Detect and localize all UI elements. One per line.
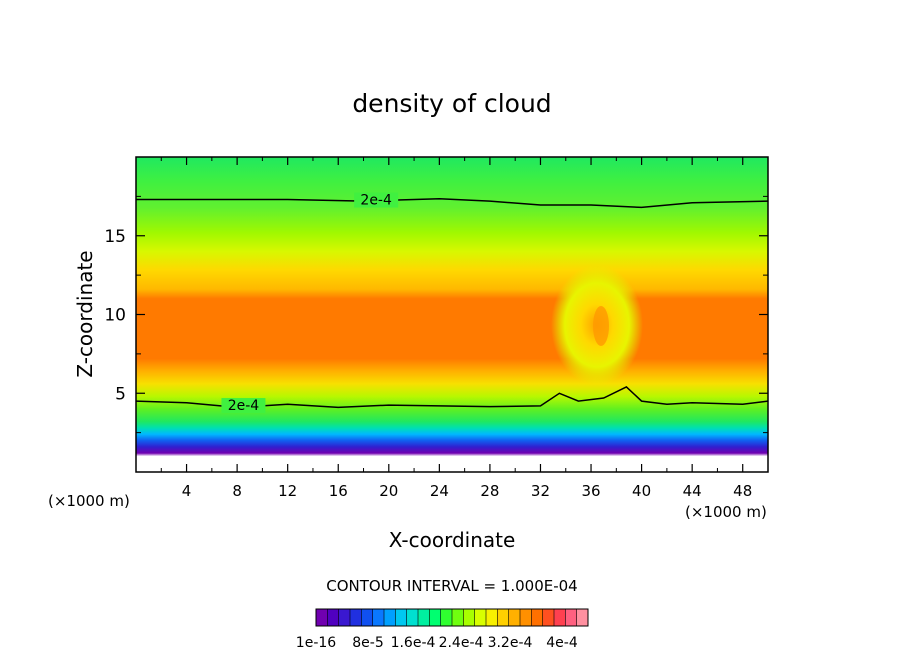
colorbar-swatch <box>406 609 419 626</box>
contour-line <box>136 197 768 209</box>
colorbar-swatch <box>429 609 441 626</box>
contour-label-backdrop <box>354 192 399 208</box>
colorbar-swatch <box>327 609 339 626</box>
y-tick-label: 10 <box>104 306 126 326</box>
plot-area: 2e-4 2e-4 <box>136 157 768 472</box>
colorbar-swatch <box>361 609 373 626</box>
x-axis-unit-left: (×1000 m) <box>48 492 130 510</box>
colorbar-swatch <box>520 609 532 626</box>
colorbar-swatch <box>486 609 498 626</box>
x-axis-unit-right: (×1000 m) <box>685 503 767 521</box>
x-tick-label: 28 <box>480 482 499 500</box>
x-tick-label: 48 <box>733 482 752 500</box>
colorbar-swatch <box>440 609 453 626</box>
y-tick-label: 5 <box>115 384 126 404</box>
colorbar-swatch <box>316 609 328 626</box>
colorbar-label: 1e-16 <box>296 635 336 651</box>
colorbar-label: 4e-4 <box>546 635 578 651</box>
chart-title: density of cloud <box>352 89 551 118</box>
contour-label-backdrop <box>221 398 266 414</box>
x-axis-label: X-coordinate <box>389 528 516 552</box>
colorbar: 1e-16 8e-5 1.6e-4 2.4e-4 3.2e-4 4e-4 <box>296 608 589 651</box>
colorbar-label: 2.4e-4 <box>439 635 484 651</box>
colorbar-swatch <box>452 609 464 626</box>
y-axis: 5 10 15 <box>104 195 768 434</box>
x-axis: 4 8 12 16 20 24 28 32 36 40 44 48 <box>160 157 752 500</box>
colorbar-swatch <box>463 609 475 626</box>
contour-label: 2e-4 <box>360 193 392 209</box>
x-tick-label: 36 <box>581 482 600 500</box>
cloud-gap-core <box>593 306 609 346</box>
y-axis-label: Z-coordinate <box>73 250 97 377</box>
x-tick-label: 12 <box>278 482 297 500</box>
colorbar-swatch <box>474 609 487 626</box>
x-tick-label: 16 <box>329 482 348 500</box>
colorbar-label: 1.6e-4 <box>391 635 436 651</box>
y-tick-label: 15 <box>104 227 126 247</box>
contour-label: 2e-4 <box>228 398 260 414</box>
x-tick-label: 32 <box>531 482 550 500</box>
colorbar-swatch <box>384 609 396 626</box>
x-tick-label: 4 <box>182 482 192 500</box>
x-tick-label: 24 <box>430 482 449 500</box>
colorbar-swatch <box>531 609 543 626</box>
colorbar-swatch <box>497 609 509 626</box>
x-tick-label: 8 <box>232 482 242 500</box>
contour-line <box>136 385 768 409</box>
colorbar-label: 8e-5 <box>352 635 383 651</box>
cloud-density-field <box>136 157 768 472</box>
x-tick-label: 44 <box>683 482 702 500</box>
x-tick-label: 40 <box>632 482 651 500</box>
colorbar-swatch <box>565 609 577 626</box>
colorbar-frame <box>315 608 589 627</box>
colorbar-swatch <box>418 609 430 626</box>
contour-lines: 2e-4 2e-4 <box>136 192 768 414</box>
colorbar-swatch <box>508 609 521 626</box>
colorbar-swatch <box>576 609 589 626</box>
x-tick-label: 20 <box>379 482 398 500</box>
colorbar-label: 3.2e-4 <box>488 635 533 651</box>
colorbar-swatch <box>395 609 407 626</box>
colorbar-swatch <box>372 609 385 626</box>
colorbar-swatch <box>554 609 566 626</box>
colorbar-swatch <box>338 609 351 626</box>
contour-interval-text: CONTOUR INTERVAL = 1.000E-04 <box>326 577 577 595</box>
colorbar-swatch <box>350 609 362 626</box>
colorbar-swatch <box>542 609 555 626</box>
